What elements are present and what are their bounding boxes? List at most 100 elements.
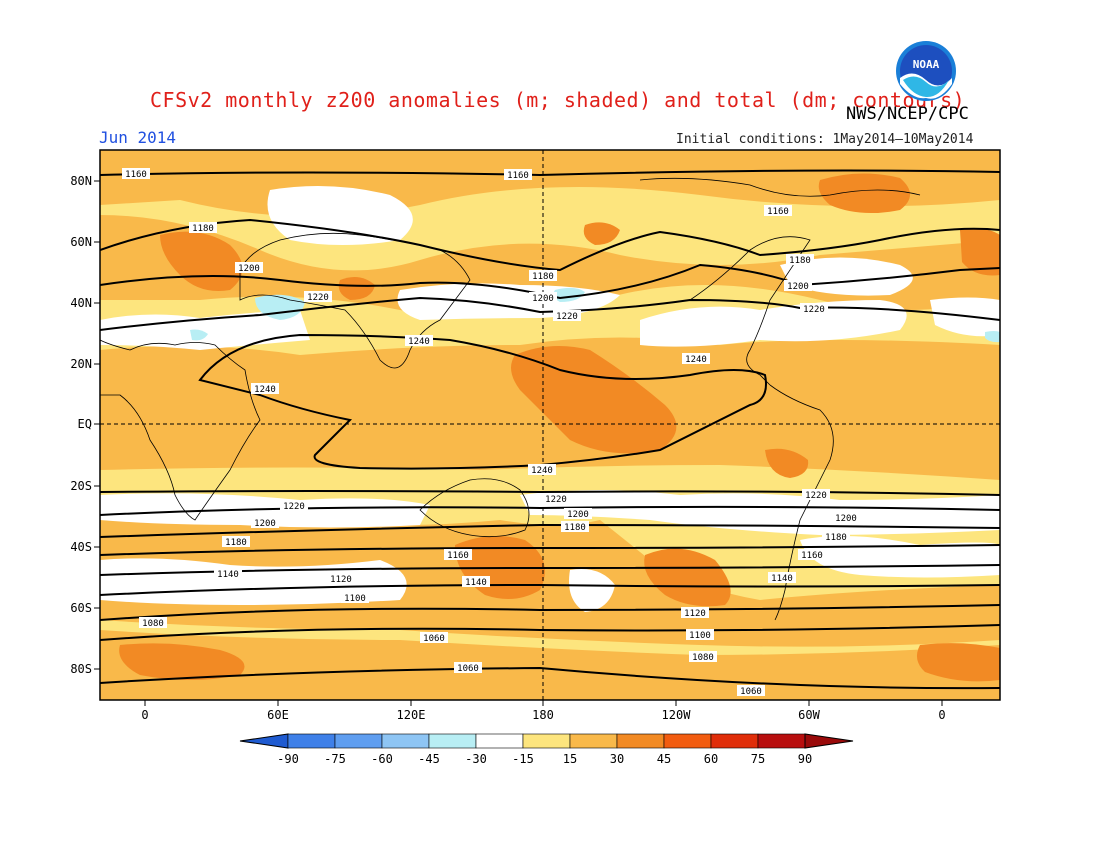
contour-label: 1240: [254, 385, 276, 395]
contour-label-bg: [737, 685, 765, 696]
colorbar-bin: [663, 733, 712, 749]
contour-label-bg: [542, 493, 570, 504]
contour-label-bg: [832, 512, 860, 523]
contour-label: 1160: [507, 171, 529, 181]
contour-label-bg: [786, 254, 814, 265]
lon-label-120e: 120E: [396, 708, 426, 722]
contour-label-bg: [214, 568, 242, 579]
contour-label: 1100: [344, 594, 366, 604]
contour-label: 1100: [689, 631, 711, 641]
contour-label: 1160: [125, 170, 147, 180]
contour-label-bg: [564, 508, 592, 519]
contour-label-bg: [681, 607, 709, 618]
lat-label-60s: 60S: [70, 601, 92, 615]
lon-label-180: 180: [532, 708, 554, 722]
colorbar-label: 75: [750, 752, 766, 766]
lon-label-0-west: 0: [141, 708, 149, 722]
contour-label: 1240: [408, 337, 430, 347]
contour-label: 1140: [465, 578, 487, 588]
contour-label-bg: [768, 572, 796, 583]
contour-label-bg: [304, 291, 332, 302]
contour-label-bg: [529, 270, 557, 281]
contour-label-bg: [122, 168, 150, 179]
lat-label-40n: 40N: [70, 296, 92, 310]
map-frame: [99, 149, 1001, 701]
colorbar-label: -75: [324, 752, 346, 766]
agency-label: NWS/NCEP/CPC: [846, 104, 969, 124]
contour-label: 1200: [238, 264, 260, 274]
colorbar-label: 15: [562, 752, 578, 766]
colorbar-arrow-high: [804, 733, 854, 749]
lon-label-120w: 120W: [661, 708, 691, 722]
colorbar-label: 90: [797, 752, 813, 766]
contour-label: 1180: [225, 538, 247, 548]
colorbar-label: -45: [418, 752, 440, 766]
colorbar-bin: [569, 733, 618, 749]
lat-label-20n: 20N: [70, 357, 92, 371]
colorbar-bin: [334, 733, 383, 749]
colorbar-bin: [616, 733, 665, 749]
contour-label-bg: [528, 464, 556, 475]
contour-label-bg: [327, 573, 355, 584]
contour-label: 1060: [740, 687, 762, 697]
lat-label-eq: EQ: [77, 417, 92, 431]
contour-label-bg: [235, 262, 263, 273]
contour-label: 1220: [307, 293, 329, 303]
forecast-month: Jun 2014: [99, 128, 177, 147]
contour-label-bg: [686, 629, 714, 640]
lat-label-20s: 20S: [70, 479, 92, 493]
contour-label-bg: [405, 335, 433, 346]
contour-label: 1180: [192, 224, 214, 234]
contour-label-bg: [764, 205, 792, 216]
contour-label: 1180: [564, 523, 586, 533]
contour-label: 1180: [532, 272, 554, 282]
colorbar-label: 45: [656, 752, 672, 766]
colorbar-bin: [428, 733, 477, 749]
contour-label-bg: [504, 169, 532, 180]
colorbar-label: -90: [277, 752, 299, 766]
contour-label: 1160: [767, 207, 789, 217]
contour-label: 1220: [283, 502, 305, 512]
contour-label-bg: [420, 632, 448, 643]
colorbar-bin: [710, 733, 759, 749]
colorbar: [239, 733, 854, 749]
contour-label: 1200: [567, 510, 589, 520]
colorbar-arrow-low: [239, 733, 289, 749]
logo-text: NOAA: [913, 58, 940, 71]
contour-label-bg: [444, 549, 472, 560]
contour-label-bg: [280, 500, 308, 511]
contour-label: 1200: [787, 282, 809, 292]
contour-label-bg: [251, 517, 279, 528]
colorbar-bin: [757, 733, 806, 749]
lon-label-0-east: 0: [938, 708, 946, 722]
contour-label: 1220: [805, 491, 827, 501]
contour-label: 1140: [771, 574, 793, 584]
contour-label-bg: [462, 576, 490, 587]
lat-label-80n: 80N: [70, 174, 92, 188]
contour-label: 1240: [531, 466, 553, 476]
contour-label-bg: [784, 280, 812, 291]
noaa-logo: NOAA: [896, 41, 956, 101]
contour-label: 1080: [142, 619, 164, 629]
contour-label: 1080: [692, 653, 714, 663]
contour-label-bg: [822, 531, 850, 542]
contour-label: 1220: [803, 305, 825, 315]
contour-label: 1220: [556, 312, 578, 322]
contour-label-bg: [561, 521, 589, 532]
lon-label-60e: 60E: [267, 708, 289, 722]
contour-label: 1180: [789, 256, 811, 266]
colorbar-label: 60: [703, 752, 719, 766]
contour-label: 1160: [801, 551, 823, 561]
colorbar-label: 30: [609, 752, 625, 766]
contour-label: 1200: [835, 514, 857, 524]
contour-label: 1220: [545, 495, 567, 505]
lat-label-80s: 80S: [70, 662, 92, 676]
colorbar-bin: [522, 733, 571, 749]
colorbar-label: -60: [371, 752, 393, 766]
contour-label: 1060: [423, 634, 445, 644]
contour-label-bg: [682, 353, 710, 364]
contour-label-bg: [800, 303, 828, 314]
contour-label: 1140: [217, 570, 239, 580]
contour-label: 1200: [254, 519, 276, 529]
